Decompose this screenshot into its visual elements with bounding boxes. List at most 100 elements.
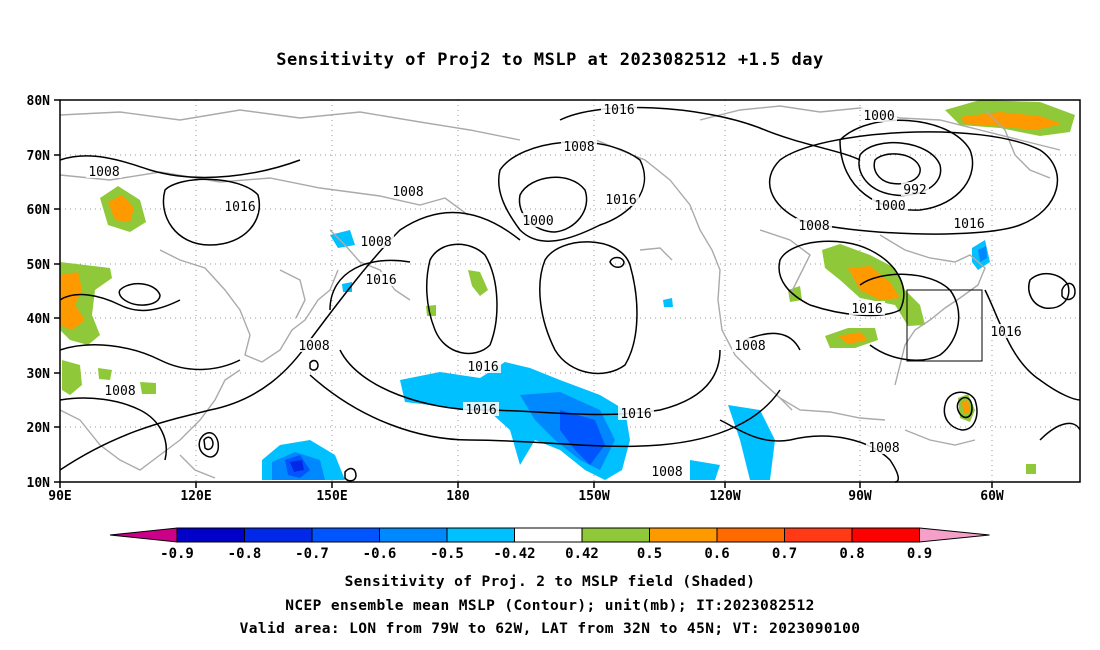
colorbar-swatch bbox=[176, 527, 245, 543]
colorbar-label: -0.7 bbox=[295, 546, 329, 562]
contour-label: 1016 bbox=[224, 200, 255, 215]
contour-label: 1016 bbox=[465, 403, 496, 418]
contour-label: 1008 bbox=[298, 339, 329, 354]
contour-label: 1016 bbox=[603, 103, 634, 118]
colorbar-swatch bbox=[716, 527, 785, 543]
contour-label-bg bbox=[358, 234, 394, 248]
colorbar-label: 0.6 bbox=[704, 546, 729, 562]
lat-label: 40N bbox=[27, 312, 51, 327]
axis-ticks bbox=[54, 99, 993, 488]
contour-label-bg bbox=[901, 182, 929, 196]
colorbar-low-arrow bbox=[109, 527, 178, 543]
colorbar-swatch bbox=[514, 527, 583, 543]
contour-label-bg bbox=[603, 192, 639, 206]
colorbar-swatch bbox=[446, 527, 515, 543]
contour-label-bg bbox=[951, 216, 987, 230]
contour-label-bg bbox=[86, 164, 122, 178]
colorbar-label: -0.9 bbox=[160, 546, 194, 562]
colorbar-label: -0.42 bbox=[493, 546, 535, 562]
contour-label: 1016 bbox=[990, 325, 1021, 340]
valid-area-box bbox=[906, 289, 983, 362]
contour-label: 1000 bbox=[874, 199, 905, 214]
contour-label-bg bbox=[872, 198, 908, 212]
lat-label: 80N bbox=[27, 94, 51, 109]
contour-label: 1016 bbox=[605, 193, 636, 208]
colorbar-label: 0.42 bbox=[565, 546, 599, 562]
colorbar-swatch bbox=[581, 527, 650, 543]
contour-label-bg bbox=[866, 440, 902, 454]
contour-label: 992 bbox=[903, 183, 926, 198]
contour-label-bg bbox=[732, 338, 768, 352]
contour-label-bg bbox=[988, 324, 1024, 338]
contour-label: 1008 bbox=[798, 219, 829, 234]
lat-label: 60N bbox=[27, 203, 51, 218]
colorbar-label: -0.8 bbox=[228, 546, 262, 562]
colorbar-high-arrow bbox=[919, 527, 990, 543]
colorbar-label: -0.5 bbox=[430, 546, 464, 562]
contour-label-bg bbox=[465, 359, 501, 373]
contour-label: 1008 bbox=[651, 465, 682, 480]
contour-label-bg bbox=[618, 406, 654, 420]
contour-label: 1000 bbox=[863, 109, 894, 124]
contour-label-bg bbox=[849, 301, 885, 315]
contour-label-bg bbox=[463, 402, 499, 416]
colorbar-swatch bbox=[851, 527, 920, 543]
contour-label-bg bbox=[561, 139, 597, 153]
contour-label: 1008 bbox=[88, 165, 119, 180]
colorbar-swatch bbox=[379, 527, 448, 543]
contour-label: 1008 bbox=[563, 140, 594, 155]
contour-label-bg bbox=[363, 272, 399, 286]
colorbar: -0.9 -0.8 -0.7 -0.6 -0.5 -0.42 0.42 0.5 0.6 0.7 0.… bbox=[109, 527, 990, 562]
contour-label: 1008 bbox=[360, 235, 391, 250]
contour-label: 1016 bbox=[953, 217, 984, 232]
contour-label: 1008 bbox=[392, 185, 423, 200]
colorbar-label: 0.5 bbox=[637, 546, 662, 562]
colorbar-label: 0.9 bbox=[907, 546, 932, 562]
colorbar-label: -0.6 bbox=[363, 546, 397, 562]
contour-label-bg bbox=[520, 213, 556, 227]
contour-label-bg bbox=[861, 108, 897, 122]
contour-label: 1008 bbox=[868, 441, 899, 456]
contour-label-bg bbox=[649, 464, 685, 478]
lon-label: 60W bbox=[980, 489, 1004, 504]
coastlines bbox=[59, 105, 1061, 479]
contour-label: 1000 bbox=[522, 214, 553, 229]
colorbar-label: 0.7 bbox=[772, 546, 797, 562]
map-frame bbox=[59, 99, 1081, 483]
longitude-labels: 90E 120E 150E 180 150W 120W 90W 60W bbox=[48, 489, 1004, 504]
footer-line-1: Sensitivity of Proj. 2 to MSLP field (Sh… bbox=[344, 574, 756, 590]
contour-label-bg bbox=[390, 184, 426, 198]
lat-label: 10N bbox=[27, 476, 51, 491]
contour-label: 1016 bbox=[620, 407, 651, 422]
contour-label: 1008 bbox=[734, 339, 765, 354]
latitude-labels: 80N 70N 60N 50N 40N 30N 20N 10N bbox=[27, 94, 51, 491]
contour-label-bg bbox=[102, 383, 138, 397]
negative-sensitivity-shading bbox=[262, 230, 990, 480]
contour-label-bg bbox=[601, 102, 637, 116]
colorbar-swatch bbox=[311, 527, 380, 543]
lat-label: 70N bbox=[27, 149, 51, 164]
contour-label-bg bbox=[796, 218, 832, 232]
contour-label-bg bbox=[296, 338, 332, 352]
lon-label: 120W bbox=[709, 489, 740, 504]
lon-label: 90E bbox=[48, 489, 71, 504]
lon-label: 150W bbox=[578, 489, 609, 504]
lon-label: 150E bbox=[316, 489, 347, 504]
lon-label: 90W bbox=[848, 489, 872, 504]
chart-title: Sensitivity of Proj2 to MSLP at 20230825… bbox=[276, 50, 824, 70]
footer-line-3: Valid area: LON from 79W to 62W, LAT fro… bbox=[239, 621, 861, 637]
lat-label: 20N bbox=[27, 421, 51, 436]
lon-label: 120E bbox=[180, 489, 211, 504]
colorbar-swatch bbox=[649, 527, 718, 543]
lat-label: 30N bbox=[27, 367, 51, 382]
contour-label: 1016 bbox=[467, 360, 498, 375]
contour-labels: 1016 1000 1008 1008 992 1008 1016 1000 1016 1000 1… bbox=[86, 102, 1024, 480]
colorbar-label: 0.8 bbox=[839, 546, 864, 562]
contour-label: 1016 bbox=[365, 273, 396, 288]
colorbar-swatch bbox=[784, 527, 853, 543]
contour-label-bg bbox=[222, 199, 258, 213]
lon-label: 180 bbox=[446, 489, 470, 504]
contour-label: 1016 bbox=[851, 302, 882, 317]
footer-line-2: NCEP ensemble mean MSLP (Contour); unit(… bbox=[285, 598, 815, 614]
